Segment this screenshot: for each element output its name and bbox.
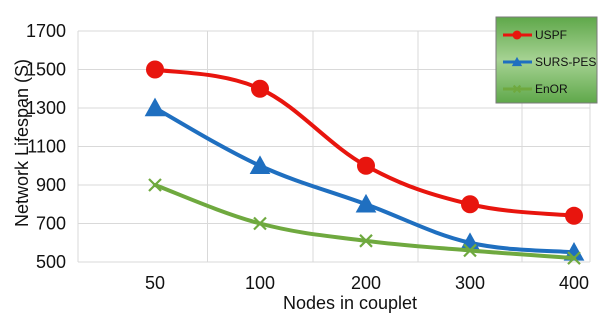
data-point [251, 79, 269, 98]
x-tick-label: 200 [351, 273, 381, 293]
y-tick-label: 1300 [26, 98, 66, 118]
y-axis-ticks: 500 700 900 1100 1300 1500 1700 [26, 21, 66, 272]
data-point [148, 178, 162, 192]
data-point [357, 156, 375, 175]
x-tick-label: 100 [245, 273, 275, 293]
x-tick-label: 50 [145, 273, 165, 293]
data-point [461, 195, 479, 214]
data-point [253, 216, 267, 231]
data-point [144, 97, 166, 117]
x-axis-ticks: 50 100 200 300 400 [145, 273, 589, 293]
x-axis-label: Nodes in couplet [283, 293, 417, 313]
legend-item: EnOR [503, 82, 568, 96]
y-axis-label: Network Lifespan (S) [12, 59, 32, 227]
x-tick-label: 300 [455, 273, 485, 293]
data-point [463, 243, 477, 258]
legend-label: SURS-PES [535, 55, 596, 69]
series-uspf [146, 60, 583, 225]
y-tick-label: 700 [36, 214, 66, 234]
legend-marker [512, 84, 522, 94]
legend-label: EnOR [535, 82, 568, 96]
legend-item: USPF [503, 28, 567, 42]
y-tick-label: 900 [36, 175, 66, 195]
data-point [567, 251, 581, 265]
legend: USPF SURS-PES EnOR [495, 16, 598, 104]
series-enor [148, 178, 581, 265]
x-tick-label: 400 [559, 273, 589, 293]
series-layer [144, 60, 585, 265]
y-tick-label: 1700 [26, 21, 66, 41]
y-tick-label: 1500 [26, 60, 66, 80]
data-point [355, 193, 377, 213]
y-tick-label: 1100 [27, 137, 66, 157]
series-line [153, 106, 576, 255]
legend-label: USPF [535, 28, 567, 42]
legend-marker [512, 30, 522, 40]
legend-item: SURS-PES [503, 55, 596, 69]
data-point [146, 60, 164, 79]
legend-marker [511, 56, 523, 67]
data-point [359, 234, 373, 248]
series-surs-pes [144, 97, 585, 261]
data-point [249, 155, 271, 175]
y-tick-label: 500 [36, 252, 66, 272]
data-point [565, 206, 583, 225]
